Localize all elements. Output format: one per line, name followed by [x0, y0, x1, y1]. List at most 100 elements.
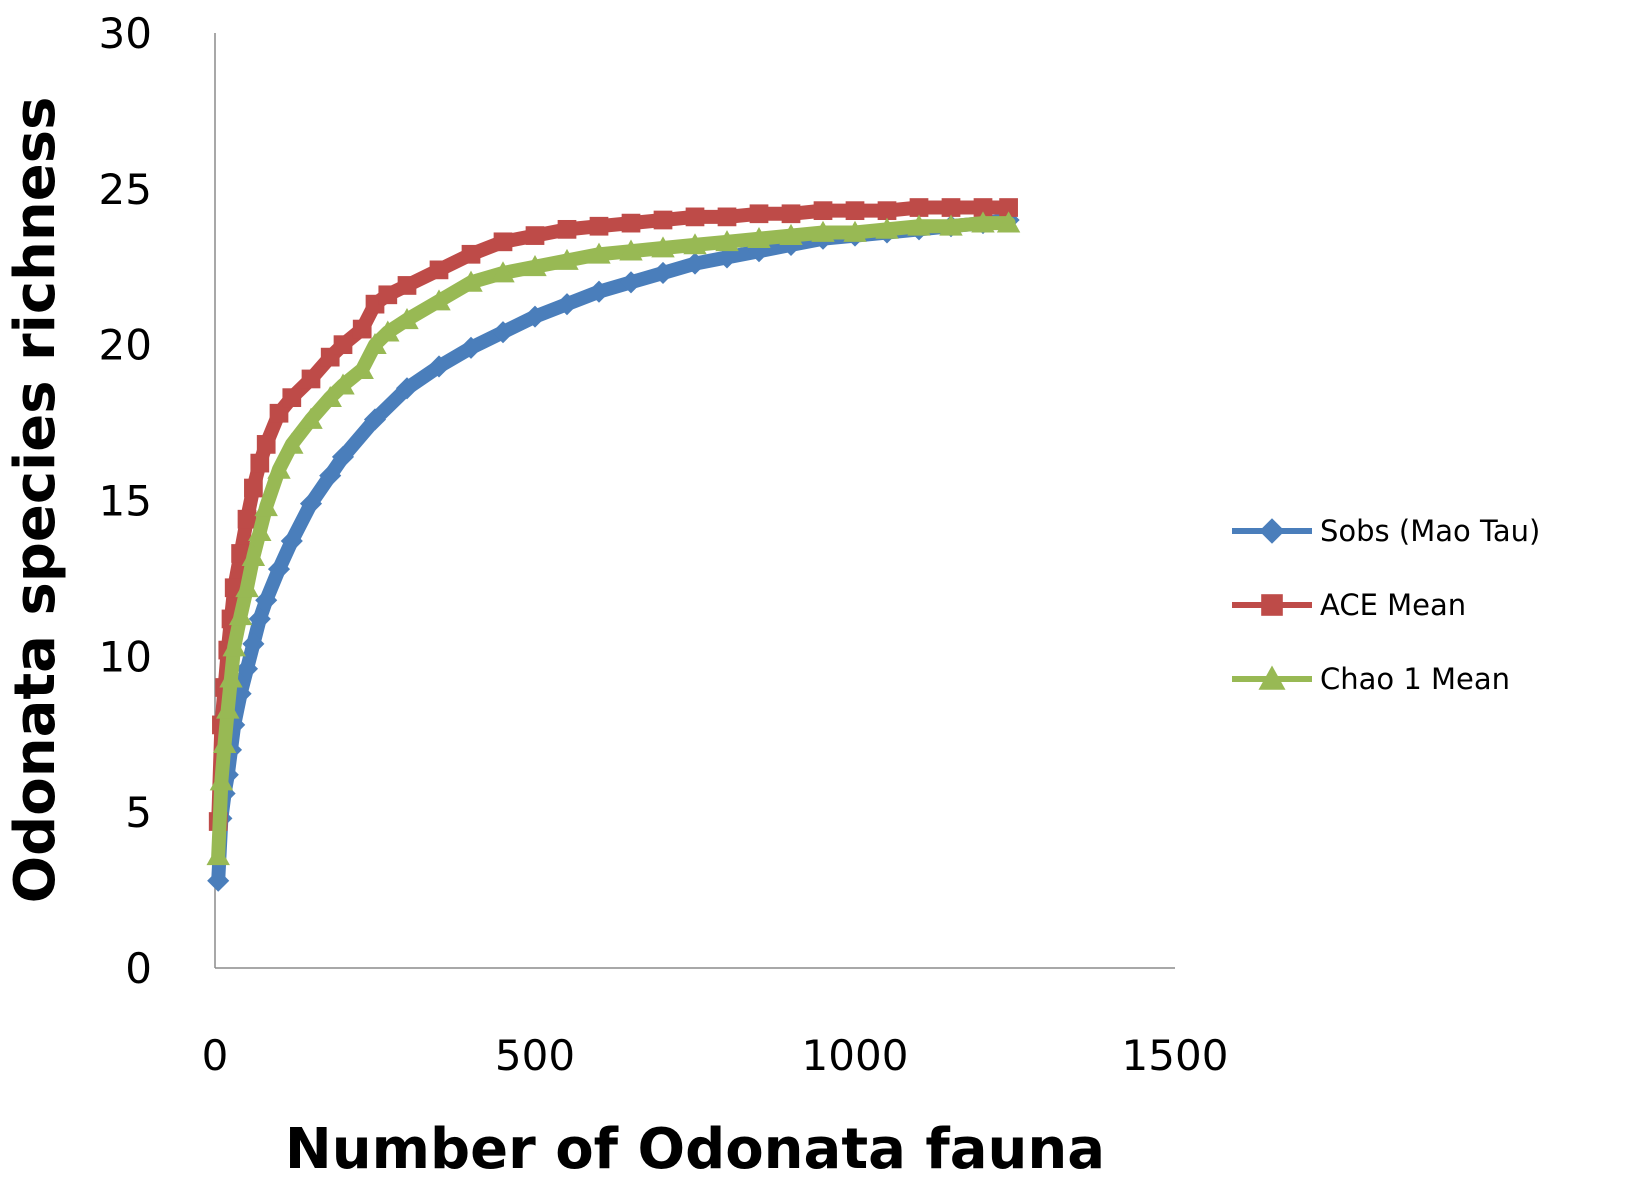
- x-tick-label: 500: [495, 1031, 575, 1080]
- data-point: [491, 321, 515, 344]
- y-axis-title: Odonata species richness: [3, 97, 68, 904]
- y-tick-label: 10: [99, 632, 152, 681]
- data-point: [222, 635, 246, 657]
- legend-label: ACE Mean: [1320, 588, 1466, 622]
- data-point: [235, 576, 259, 598]
- data-point: [683, 252, 707, 275]
- data-point: [395, 308, 419, 330]
- data-point: [587, 242, 611, 264]
- data-point: [749, 204, 769, 224]
- data-point: [941, 198, 961, 217]
- data-point: [525, 226, 545, 245]
- data-point: [459, 336, 483, 359]
- legend-marker: [1261, 594, 1283, 616]
- data-point: [747, 227, 771, 249]
- data-point: [651, 236, 675, 258]
- legend-label: Chao 1 Mean: [1320, 662, 1510, 696]
- data-point: [877, 201, 897, 221]
- data-point: [267, 558, 291, 581]
- data-point: [331, 445, 355, 468]
- data-point: [235, 657, 259, 680]
- data-point: [996, 211, 1021, 233]
- y-tick-label: 20: [99, 321, 152, 370]
- data-point: [301, 369, 321, 389]
- legend-item: ACE Mean: [1232, 588, 1466, 622]
- data-point: [228, 604, 253, 626]
- data-point: [619, 271, 643, 294]
- data-point: [376, 320, 400, 342]
- series-line: [211, 200, 1016, 829]
- data-point: [237, 509, 257, 529]
- data-point: [231, 544, 250, 563]
- data-point: [282, 388, 302, 408]
- data-point: [363, 332, 387, 355]
- data-point: [555, 293, 579, 316]
- data-series: [206, 198, 1021, 892]
- data-point: [683, 233, 707, 255]
- data-point: [319, 464, 342, 487]
- data-point: [717, 207, 737, 227]
- tick-labels: 0 5 10 15 20 25 30 0 500 1000 1500: [99, 9, 1229, 1080]
- data-point: [427, 289, 451, 311]
- data-point: [523, 305, 547, 328]
- legend-marker: [1259, 518, 1285, 544]
- y-tick-label: 15: [99, 477, 152, 526]
- data-point: [459, 270, 483, 292]
- data-point: [206, 844, 230, 866]
- data-point: [318, 385, 342, 408]
- data-point: [843, 220, 867, 242]
- legend-marker: [1258, 665, 1286, 690]
- data-point: [845, 201, 865, 221]
- y-tick-label: 0: [125, 944, 152, 993]
- data-point: [395, 377, 419, 400]
- data-point: [523, 255, 547, 277]
- data-point: [209, 769, 234, 791]
- data-point: [216, 697, 240, 719]
- data-point: [555, 248, 579, 270]
- data-point: [715, 230, 739, 252]
- data-point: [813, 201, 833, 221]
- y-tick-label: 30: [99, 9, 152, 58]
- data-point: [267, 457, 291, 479]
- data-point: [653, 210, 673, 230]
- data-point: [350, 357, 374, 379]
- data-point: [299, 407, 323, 429]
- data-point: [212, 731, 237, 753]
- series-line: [211, 216, 1016, 863]
- data-point: [999, 198, 1018, 217]
- data-point: [781, 204, 801, 224]
- data-point: [254, 495, 278, 517]
- data-point: [491, 261, 515, 283]
- data-point: [255, 589, 278, 612]
- data-point: [352, 319, 372, 339]
- data-point: [363, 408, 387, 431]
- data-point: [621, 213, 641, 233]
- data-point: [207, 869, 230, 892]
- legend-item: Sobs (Mao Tau): [1232, 514, 1540, 548]
- data-point: [219, 666, 243, 688]
- x-axis-title: Number of Odonata fauna: [285, 1117, 1105, 1182]
- data-point: [333, 335, 353, 355]
- data-point: [685, 207, 705, 227]
- legend: Sobs (Mao Tau) ACE Mean Chao 1 Mean: [1232, 514, 1540, 696]
- data-point: [973, 198, 993, 217]
- data-point: [747, 240, 771, 263]
- data-point: [715, 246, 739, 269]
- data-point: [587, 280, 611, 303]
- x-tick-label: 1500: [1122, 1031, 1229, 1080]
- legend-item: Chao 1 Mean: [1232, 662, 1510, 696]
- data-point: [378, 285, 398, 305]
- data-point: [299, 492, 323, 515]
- data-point: [248, 519, 272, 542]
- data-point: [250, 453, 270, 473]
- data-point: [242, 632, 265, 655]
- axes: [214, 33, 1175, 969]
- data-point: [280, 432, 304, 454]
- data-point: [248, 607, 271, 630]
- data-point: [241, 544, 266, 566]
- y-tick-label: 5: [125, 788, 152, 837]
- data-point: [280, 529, 303, 553]
- data-point: [427, 355, 451, 378]
